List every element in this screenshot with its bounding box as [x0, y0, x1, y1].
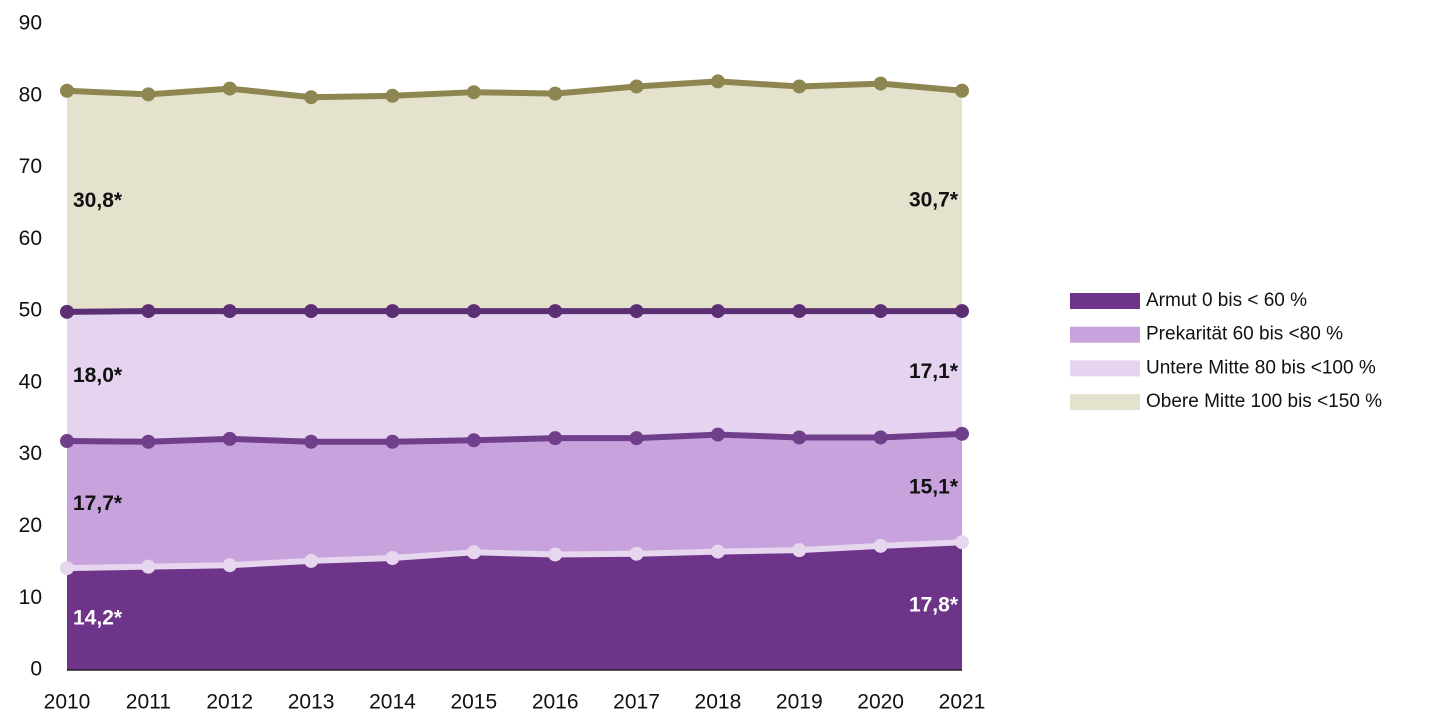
legend-swatch — [1070, 326, 1140, 343]
point — [60, 434, 74, 449]
point — [385, 434, 400, 449]
point — [222, 558, 237, 573]
point — [710, 544, 725, 559]
area — [67, 433, 962, 569]
data-label: 30,7* — [909, 188, 959, 211]
point — [141, 304, 156, 319]
point — [873, 430, 888, 445]
point — [873, 538, 888, 553]
y-tick-label: 30 — [19, 442, 42, 465]
line — [66, 430, 963, 445]
point — [548, 304, 563, 319]
x-tick-label: 2015 — [450, 691, 497, 714]
point — [141, 87, 156, 102]
x-tick-label: 2016 — [532, 691, 579, 714]
x-tick-label: 2011 — [126, 691, 171, 714]
x-tick-label: 2010 — [44, 691, 91, 714]
legend-swatch — [1070, 394, 1140, 411]
x-tick-label: 2020 — [857, 691, 904, 714]
point — [304, 553, 319, 568]
data-label: 17,7* — [73, 492, 123, 515]
x-tick-label: 2014 — [369, 691, 416, 714]
data-label: 14,2* — [73, 607, 123, 630]
point — [710, 74, 725, 89]
point — [792, 543, 807, 558]
legend-label: Untere Mitte 80 bis <100 % — [1146, 357, 1376, 378]
point — [385, 551, 400, 566]
point — [141, 434, 156, 449]
data-label: 15,1* — [909, 476, 959, 499]
point — [873, 76, 888, 91]
x-tick-label: 2013 — [288, 691, 335, 714]
point — [629, 79, 644, 94]
point — [141, 559, 156, 574]
point — [710, 427, 725, 442]
point — [466, 304, 481, 319]
point — [955, 426, 969, 441]
point — [548, 547, 563, 562]
line — [66, 308, 962, 315]
x-tick-label: 2021 — [939, 691, 986, 714]
x-tick-label: 2017 — [613, 691, 660, 714]
x-tick-label: 2018 — [695, 691, 742, 714]
point — [792, 79, 807, 94]
point — [792, 304, 807, 319]
point — [466, 85, 481, 100]
point — [222, 431, 237, 446]
point — [385, 88, 400, 103]
data-label: 17,1* — [909, 360, 959, 383]
point — [304, 434, 319, 449]
area — [67, 542, 962, 670]
legend-label: Armut 0 bis < 60 % — [1146, 290, 1307, 311]
y-tick-label: 20 — [19, 514, 42, 537]
point — [222, 304, 237, 319]
area — [67, 81, 962, 312]
point — [60, 83, 74, 98]
x-tick-label: 2019 — [776, 691, 823, 714]
point — [629, 546, 644, 561]
point — [955, 535, 969, 550]
legend-swatch — [1070, 293, 1140, 309]
data-label: 18,0* — [73, 364, 123, 387]
point — [955, 304, 969, 319]
y-tick-label: 10 — [19, 586, 42, 609]
point — [466, 545, 481, 560]
y-tick-label: 90 — [19, 12, 42, 35]
point — [548, 431, 563, 446]
point — [629, 304, 644, 319]
y-tick-label: 80 — [19, 83, 42, 106]
area — [67, 311, 962, 442]
point — [629, 431, 644, 446]
y-tick-label: 70 — [19, 155, 42, 178]
point — [873, 304, 888, 319]
point — [304, 304, 319, 319]
line — [66, 78, 963, 101]
point — [222, 81, 237, 96]
y-tick-label: 0 — [30, 658, 42, 681]
x-tick-label: 2012 — [206, 691, 253, 714]
y-tick-label: 50 — [19, 299, 42, 322]
point — [792, 430, 807, 445]
data-label: 17,8* — [909, 594, 959, 617]
point — [304, 90, 319, 105]
point — [60, 561, 74, 576]
point — [955, 83, 969, 98]
point — [466, 433, 481, 448]
legend-label: Prekarität 60 bis <80 % — [1146, 324, 1343, 345]
line — [66, 539, 963, 572]
point — [385, 304, 400, 319]
point — [548, 86, 563, 101]
legend-label: Obere Mitte 100 bis <150 % — [1146, 391, 1382, 412]
y-tick-label: 40 — [19, 370, 42, 393]
y-tick-label: 60 — [19, 227, 42, 250]
point — [710, 304, 725, 319]
data-label: 30,8* — [73, 189, 123, 212]
point — [60, 304, 74, 319]
legend-swatch — [1070, 360, 1140, 377]
